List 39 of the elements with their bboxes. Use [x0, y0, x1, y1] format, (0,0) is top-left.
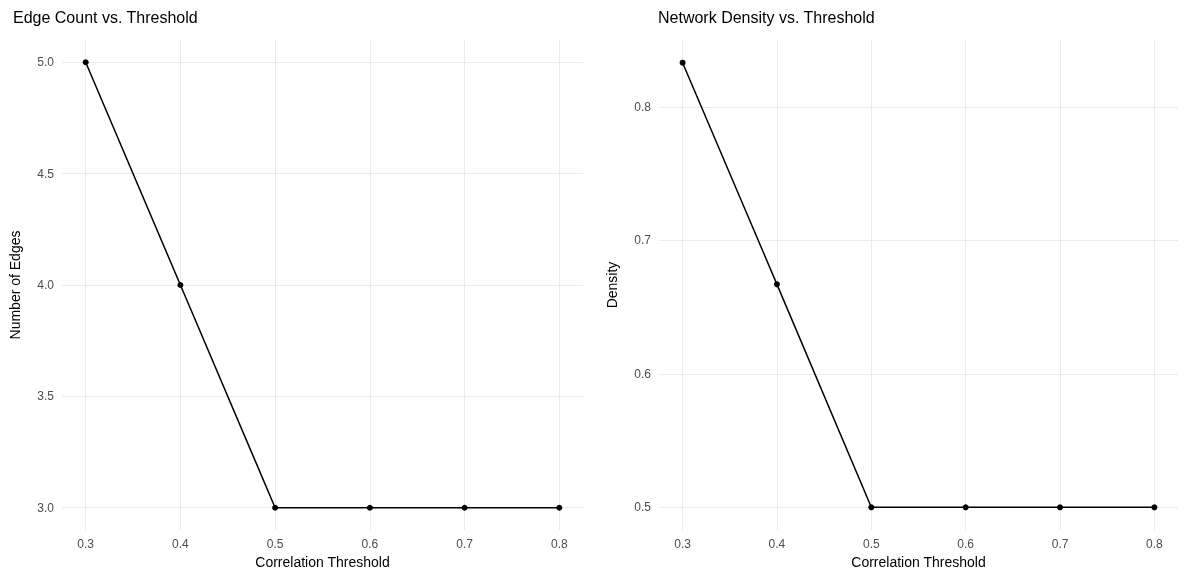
x-tick-label: 0.7 [1051, 537, 1069, 551]
y-axis-title: Number of Edges [7, 230, 23, 340]
y-tick-label: 4.0 [37, 278, 55, 292]
y-tick-label: 3.0 [37, 500, 55, 515]
x-axis-title: Correlation Threshold [255, 553, 390, 570]
point [1056, 504, 1063, 511]
x-tick-label: 0.3 [77, 537, 95, 551]
x-tick-label: 0.5 [266, 537, 284, 551]
y-tick-label: 5.0 [37, 55, 55, 70]
x-tick-label: 0.8 [550, 537, 568, 551]
x-tick-label: 0.5 [862, 537, 880, 551]
chart-title: Network Density vs. Threshold [657, 8, 875, 26]
y-tick-label: 4.5 [37, 166, 55, 181]
x-tick-label: 0.6 [956, 537, 974, 551]
point [962, 504, 969, 511]
point [272, 504, 279, 511]
point [773, 281, 780, 288]
point [679, 59, 686, 66]
y-tick-label: 0.8 [633, 99, 651, 114]
point [556, 504, 563, 511]
point [1150, 504, 1157, 511]
y-axis-title: Density [603, 261, 620, 309]
x-tick-label: 0.8 [1145, 537, 1163, 551]
y-tick-label: 0.6 [633, 366, 651, 381]
y-tick-label: 3.5 [37, 389, 55, 404]
x-axis-title: Correlation Threshold [850, 553, 986, 570]
point [82, 59, 89, 66]
point [461, 504, 468, 511]
x-tick-label: 0.3 [673, 537, 691, 551]
y-tick-label: 0.7 [633, 233, 651, 248]
chart-title: Edge Count vs. Threshold [13, 8, 198, 26]
x-tick-label: 0.6 [361, 537, 379, 551]
x-tick-label: 0.4 [172, 537, 190, 551]
point [867, 504, 874, 511]
x-tick-label: 0.4 [768, 537, 786, 551]
point [177, 282, 184, 288]
point [366, 504, 373, 511]
y-tick-label: 0.5 [633, 500, 651, 515]
x-tick-label: 0.7 [456, 537, 474, 551]
